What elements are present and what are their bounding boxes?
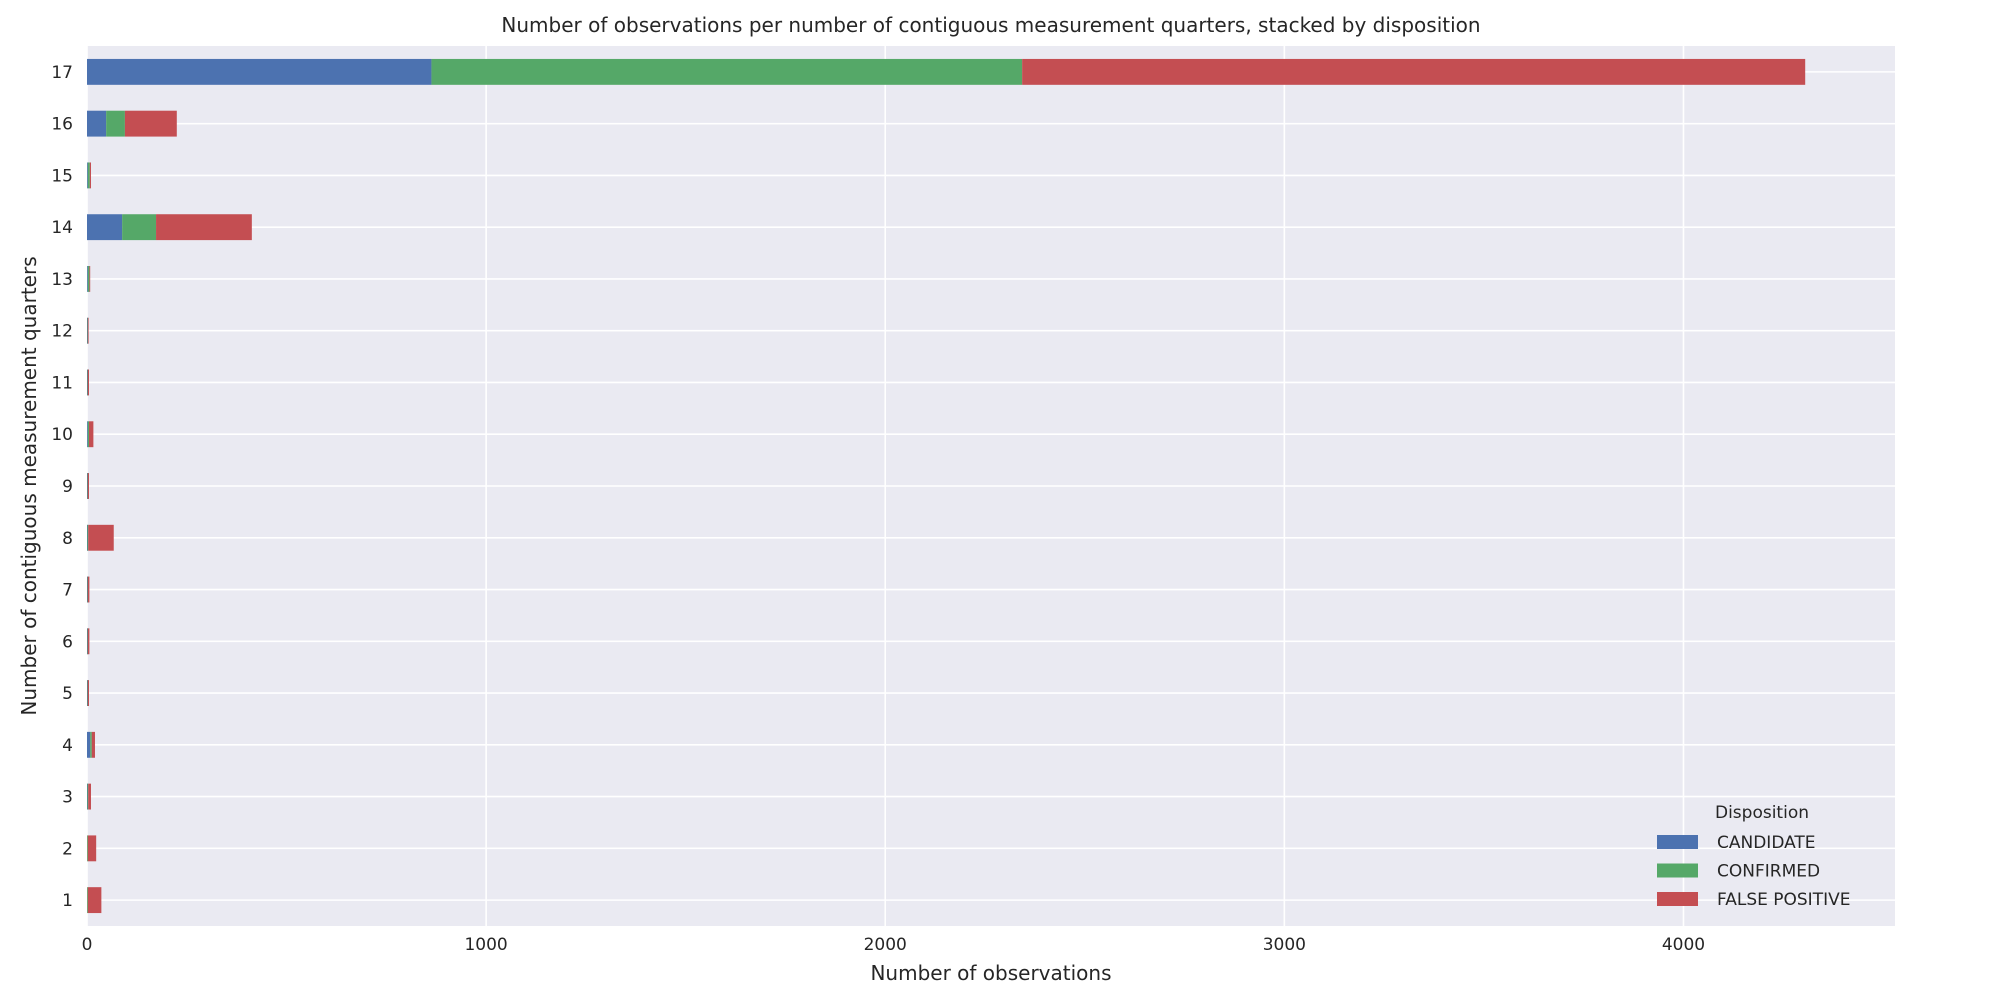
bar-confirmed-q13 [87, 266, 90, 292]
y-tick-label: 8 [62, 529, 73, 549]
x-tick-label: 2000 [864, 935, 907, 955]
bar-confirmed-q8 [87, 524, 89, 551]
legend-entry-candidate: CANDIDATE [1657, 833, 1816, 853]
y-tick-label: 15 [51, 166, 73, 186]
bar-false-positive-q7 [87, 576, 90, 603]
y-tick-label: 17 [51, 63, 73, 83]
y-tick-label: 13 [51, 270, 73, 290]
bar-candidate-q10 [87, 421, 88, 448]
bar-false-positive-q13 [89, 266, 91, 292]
bar-false-positive-q8 [88, 524, 114, 551]
bar-false-positive-q17 [1022, 58, 1806, 85]
bar-candidate-q14 [87, 214, 123, 241]
bar-confirmed-q3 [87, 783, 89, 810]
bar-false-positive-q1 [87, 887, 102, 914]
y-tick-label: 7 [62, 581, 73, 601]
y-tick-label: 9 [62, 477, 73, 497]
y-tick-label: 5 [62, 684, 73, 704]
y-tick-label: 10 [51, 425, 73, 445]
bar-confirmed-q16 [106, 110, 125, 137]
legend-entry-false-positive: FALSE POSITIVE [1657, 890, 1850, 910]
bar-candidate-q13 [87, 266, 88, 292]
y-tick-label: 16 [51, 115, 73, 135]
bar-false-positive-q15 [89, 162, 91, 189]
bar-false-positive-q12 [87, 317, 89, 344]
bar-false-positive-q9 [87, 473, 89, 499]
bar-false-positive-q16 [124, 110, 177, 137]
bar-false-positive-q3 [88, 783, 91, 810]
bar-false-positive-q11 [87, 369, 89, 396]
bar-false-positive-q14 [156, 214, 252, 241]
bar-candidate-q16 [87, 110, 107, 137]
x-tick-label: 3000 [1263, 935, 1306, 955]
y-tick-label: 2 [62, 839, 73, 859]
x-tick-label: 0 [82, 935, 93, 955]
bar-false-positive-q10 [88, 421, 94, 448]
bar-candidate-q4 [87, 731, 91, 758]
y-tick-label: 1 [62, 891, 73, 911]
y-tick-label: 11 [51, 373, 73, 393]
bar-false-positive-q2 [87, 835, 97, 862]
x-axis-ticks: 0 1000 2000 3000 4000 [82, 935, 1706, 955]
x-axis-label: Number of observations [870, 961, 1111, 984]
legend-swatch-false-positive [1657, 892, 1698, 906]
bar-false-positive-q5 [87, 680, 89, 706]
bar-confirmed-q4 [90, 731, 92, 758]
y-tick-label: 6 [62, 632, 73, 652]
bar-false-positive-q4 [91, 731, 95, 758]
bar-confirmed-q15 [87, 162, 90, 189]
y-tick-label: 4 [62, 736, 73, 756]
y-axis-label: Number of contiguous measurement quarter… [17, 256, 41, 715]
bar-false-positive-q6 [87, 628, 90, 655]
legend: Disposition CANDIDATE CONFIRMED FALSE POSI… [1657, 803, 1850, 910]
legend-title: Disposition [1715, 803, 1809, 823]
bar-candidate-q17 [87, 58, 432, 85]
legend-entry-confirmed: CONFIRMED [1657, 862, 1820, 882]
legend-swatch-confirmed [1657, 863, 1698, 878]
y-tick-label: 12 [51, 322, 73, 342]
legend-label-candidate: CANDIDATE [1717, 833, 1816, 853]
legend-label-false-positive: FALSE POSITIVE [1717, 890, 1850, 910]
y-tick-label: 14 [51, 218, 73, 238]
legend-label-confirmed: CONFIRMED [1717, 862, 1820, 882]
y-tick-label: 3 [62, 788, 73, 808]
bar-confirmed-q2 [87, 835, 88, 862]
legend-swatch-candidate [1657, 835, 1698, 849]
chart-title: Number of observations per number of con… [501, 13, 1480, 37]
legend-entries: CANDIDATE CONFIRMED FALSE POSITIVE [1657, 833, 1850, 910]
x-tick-label: 1000 [464, 935, 507, 955]
x-tick-label: 4000 [1662, 935, 1705, 955]
bars [87, 58, 1806, 914]
bar-candidate-q15 [87, 162, 88, 189]
bar-confirmed-q10 [87, 421, 89, 448]
bar-confirmed-q17 [431, 58, 1023, 85]
bar-confirmed-q1 [87, 887, 88, 914]
bar-confirmed-q14 [122, 214, 157, 241]
